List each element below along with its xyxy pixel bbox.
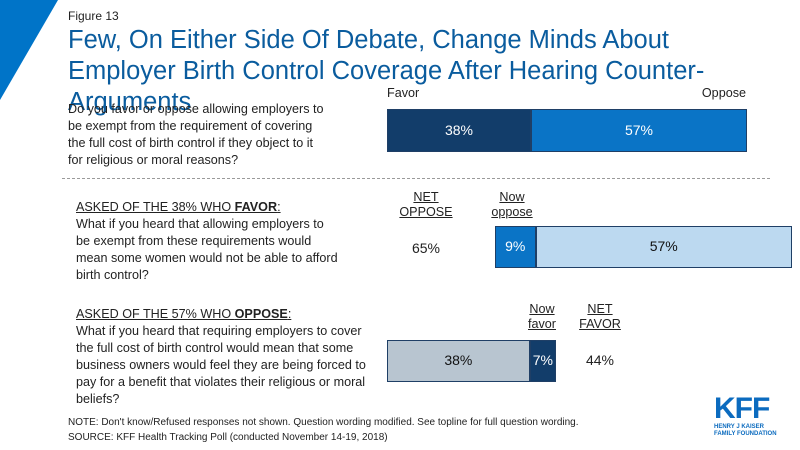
net-favor-value: 44%	[585, 352, 615, 368]
section-divider	[62, 178, 770, 179]
asked-of-favor-heading: ASKED OF THE 38% WHO FAVOR:	[76, 200, 281, 214]
question-3-block: ASKED OF THE 57% WHO OPPOSE: What if you…	[76, 306, 366, 408]
figure-label: Figure 13	[68, 9, 119, 23]
now-oppose-label: Now oppose	[484, 190, 540, 220]
kff-logo-sub-line1: HENRY J KAISER	[714, 424, 765, 430]
bar-value-label: 57%	[649, 238, 678, 254]
chart-title: Few, On Either Side Of Debate, Change Mi…	[68, 26, 705, 116]
oppose-label: Oppose	[701, 86, 746, 100]
question-2-block: ASKED OF THE 38% WHO FAVOR: What if you …	[76, 199, 338, 284]
net-oppose-label-line1: NET	[413, 190, 439, 204]
bar-row-after-favor: 9% 57%	[495, 226, 792, 268]
kff-logo-sub-line2: FAMILY FOUNDATION	[714, 431, 777, 437]
net-oppose-label-line2: OPPOSE	[399, 205, 453, 219]
kff-logo-subtitle: HENRY J KAISER FAMILY FOUNDATION	[714, 424, 777, 438]
kff-logo: KFF	[714, 392, 770, 425]
net-favor-label: NET FAVOR	[572, 302, 628, 332]
question-3: What if you heard that requiring employe…	[76, 324, 366, 406]
bar-value-label: 38%	[444, 352, 473, 368]
bar-value-label: 7%	[532, 352, 553, 368]
bar-segment	[535, 226, 792, 268]
bar-value-label: 9%	[505, 238, 526, 254]
bar-segment	[529, 340, 556, 382]
question-1: Do you favor or oppose allowing employer…	[68, 102, 324, 167]
question-2: What if you heard that allowing employer…	[76, 217, 338, 282]
bar-value-label: 38%	[444, 121, 474, 138]
bar-segment	[531, 109, 747, 152]
net-favor-label-line1: NET	[587, 302, 613, 316]
source-note: SOURCE: KFF Health Tracking Poll (conduc…	[68, 432, 388, 443]
asked-of-oppose-heading: ASKED OF THE 57% WHO OPPOSE:	[76, 307, 291, 321]
now-favor-label-line1: Now	[529, 302, 555, 316]
asked-group: OPPOSE	[234, 307, 288, 321]
footnote: NOTE: Don't know/Refused responses not s…	[68, 417, 579, 428]
net-favor-label-line2: FAVOR	[579, 317, 621, 331]
now-oppose-label-line2: oppose	[491, 205, 533, 219]
net-oppose-value: 65%	[411, 240, 441, 256]
asked-suffix: :	[277, 200, 281, 214]
now-favor-label-line2: favor	[528, 317, 556, 331]
net-oppose-label: NET OPPOSE	[398, 190, 454, 220]
favor-label: Favor	[387, 86, 420, 100]
asked-group: FAVOR	[234, 200, 278, 214]
bar-value-label: 57%	[624, 121, 654, 138]
asked-prefix: ASKED OF THE 57% WHO	[76, 307, 235, 321]
asked-prefix: ASKED OF THE 38% WHO	[76, 200, 235, 214]
bar-segment	[387, 340, 530, 382]
asked-suffix: :	[287, 307, 292, 321]
corner-accent-triangle	[0, 0, 58, 100]
now-oppose-label-line1: Now	[499, 190, 525, 204]
now-favor-label: Now favor	[514, 302, 570, 332]
bar-segment	[495, 226, 536, 268]
bar-segment	[387, 109, 531, 152]
bar-row-favor-oppose: 38% 57%	[387, 109, 747, 152]
bar-row-after-oppose: 38% 7%	[387, 340, 556, 382]
